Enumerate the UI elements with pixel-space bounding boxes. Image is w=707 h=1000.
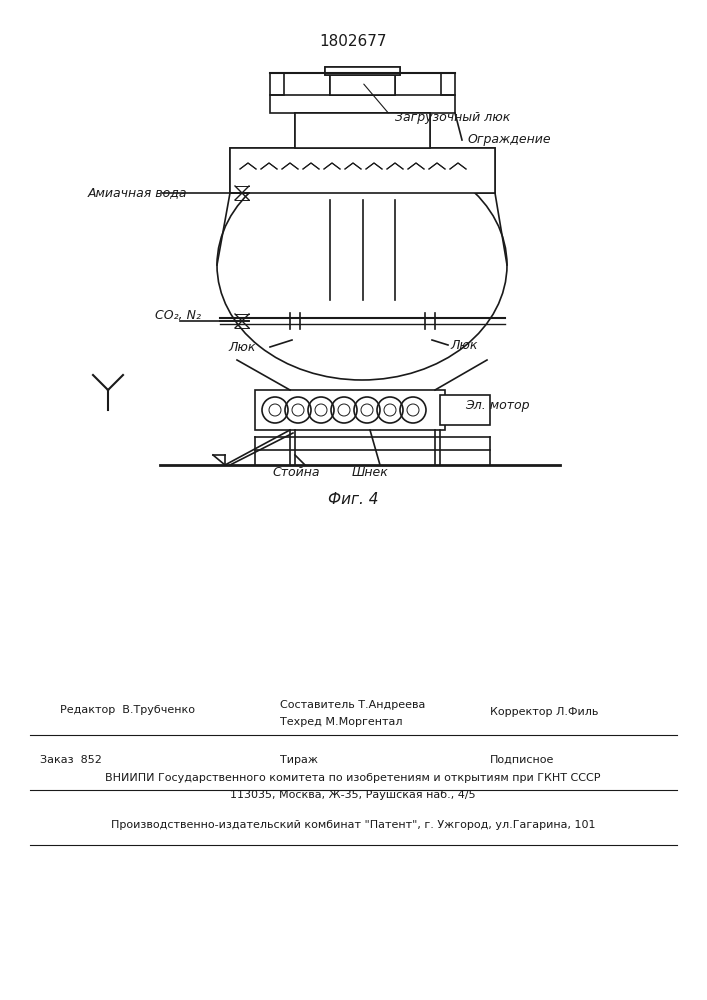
Text: Производственно-издательский комбинат "Патент", г. Ужгород, ул.Гагарина, 101: Производственно-издательский комбинат "П… [111, 820, 595, 830]
Bar [325, 67, 400, 75]
Text: Техред М.Моргентал: Техред М.Моргентал [280, 717, 402, 727]
Text: Стойна: Стойна [272, 466, 320, 480]
Bar [295, 113, 430, 148]
Text: CO₂, N₂: CO₂, N₂ [155, 308, 201, 322]
Bar [325, 67, 400, 75]
Text: Люк: Люк [450, 338, 477, 352]
Text: Корректор Л.Филь: Корректор Л.Филь [490, 707, 598, 717]
Text: Амиачная вода: Амиачная вода [88, 186, 187, 200]
Bar [270, 73, 284, 95]
Text: Люк: Люк [228, 340, 255, 354]
Text: ВНИИПИ Государственного комитета по изобретениям и открытиям при ГКНТ СССР: ВНИИПИ Государственного комитета по изоб… [105, 773, 601, 783]
Text: 1802677: 1802677 [320, 34, 387, 49]
Bar [295, 113, 430, 148]
Text: Редактор  В.Трубченко: Редактор В.Трубченко [60, 705, 195, 715]
Text: Заказ  852: Заказ 852 [40, 755, 102, 765]
Text: Подписное: Подписное [490, 755, 554, 765]
Bar [270, 95, 455, 113]
Bar [441, 73, 455, 95]
Bar [440, 395, 490, 425]
Text: Загрузочный люк: Загрузочный люк [395, 111, 510, 124]
Text: Шнек: Шнек [351, 466, 388, 480]
Bar [330, 75, 395, 95]
Text: Составитель Т.Андреева: Составитель Т.Андреева [280, 700, 426, 710]
Text: Тираж: Тираж [280, 755, 318, 765]
Bar [230, 148, 495, 193]
Text: Фиг. 4: Фиг. 4 [328, 492, 378, 508]
Ellipse shape [217, 150, 507, 380]
Bar [255, 390, 445, 430]
Text: Ограждение: Ограждение [468, 133, 551, 146]
Bar [330, 75, 395, 95]
Bar [230, 148, 495, 193]
Text: Эл. мотор: Эл. мотор [465, 398, 530, 412]
Text: 113035, Москва, Ж-35, Раушская наб., 4/5: 113035, Москва, Ж-35, Раушская наб., 4/5 [230, 790, 476, 800]
